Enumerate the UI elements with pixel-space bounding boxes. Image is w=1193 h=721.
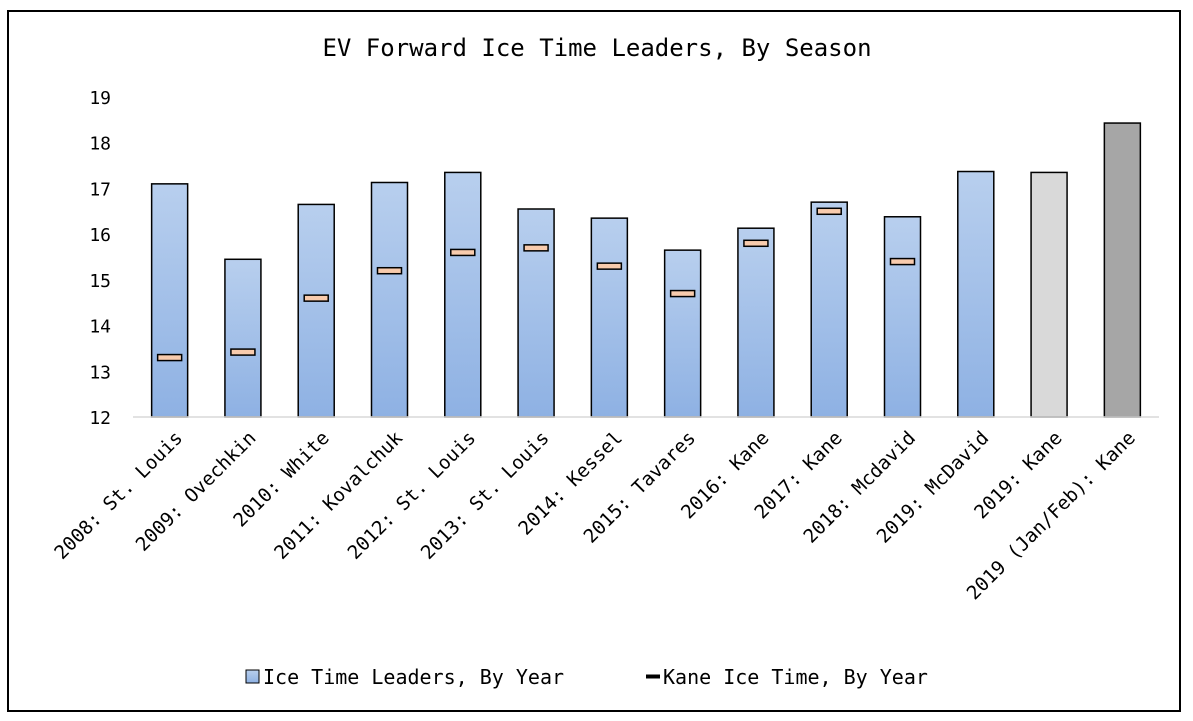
chart-title: EV Forward Ice Time Leaders, By Season — [322, 34, 871, 62]
x-tick-label: 2011: Kovalchuk — [270, 427, 407, 564]
legend: Ice Time Leaders, By Year Kane Ice Time,… — [245, 665, 928, 689]
bar — [444, 171, 482, 418]
y-tick-label: 18 — [89, 134, 111, 155]
kane-marker — [156, 353, 183, 362]
x-tick-label: 2012: St. Louis — [343, 427, 480, 564]
legend-swatch-bars — [245, 669, 260, 684]
bar — [957, 170, 995, 418]
x-tick-label: 2008: St. Louis — [50, 427, 187, 564]
bar — [810, 201, 848, 418]
bar — [663, 249, 702, 418]
kane-marker — [889, 257, 916, 266]
bar — [150, 183, 189, 418]
bar — [224, 258, 262, 418]
bar — [370, 181, 409, 418]
bar — [737, 227, 775, 418]
y-tick-label: 17 — [89, 179, 111, 200]
kane-marker — [743, 239, 769, 248]
kane-marker — [376, 266, 403, 275]
bar — [1103, 122, 1142, 418]
bar-series — [150, 122, 1142, 418]
kane-marker — [523, 244, 549, 252]
bar — [590, 217, 629, 418]
chart-frame: EV Forward Ice Time Leaders, By Season 1… — [7, 10, 1181, 712]
x-tick-label: 2013: St. Louis — [417, 427, 554, 564]
y-tick-label: 16 — [89, 225, 111, 246]
marker-series — [156, 207, 916, 362]
kane-marker — [230, 348, 256, 356]
y-tick-label: 19 — [89, 88, 111, 109]
legend-label-bars: Ice Time Leaders, By Year — [263, 665, 564, 689]
kane-marker — [303, 294, 329, 302]
bar — [883, 216, 922, 418]
bar — [1030, 171, 1068, 418]
legend-label-marker: Kane Ice Time, By Year — [663, 665, 928, 689]
y-tick-label: 12 — [89, 408, 111, 429]
kane-marker — [596, 262, 623, 270]
bar — [517, 208, 555, 418]
y-tick-label: 14 — [89, 317, 111, 338]
bar-chart: EV Forward Ice Time Leaders, By Season 1… — [50, 34, 1159, 689]
kane-marker — [669, 289, 696, 298]
y-tick-label: 15 — [89, 271, 111, 292]
bar — [297, 203, 335, 418]
kane-marker — [450, 248, 476, 257]
kane-marker — [816, 207, 842, 216]
y-tick-label: 13 — [89, 362, 111, 383]
y-axis-ticks: 12 13 14 15 16 17 18 19 — [89, 88, 111, 429]
